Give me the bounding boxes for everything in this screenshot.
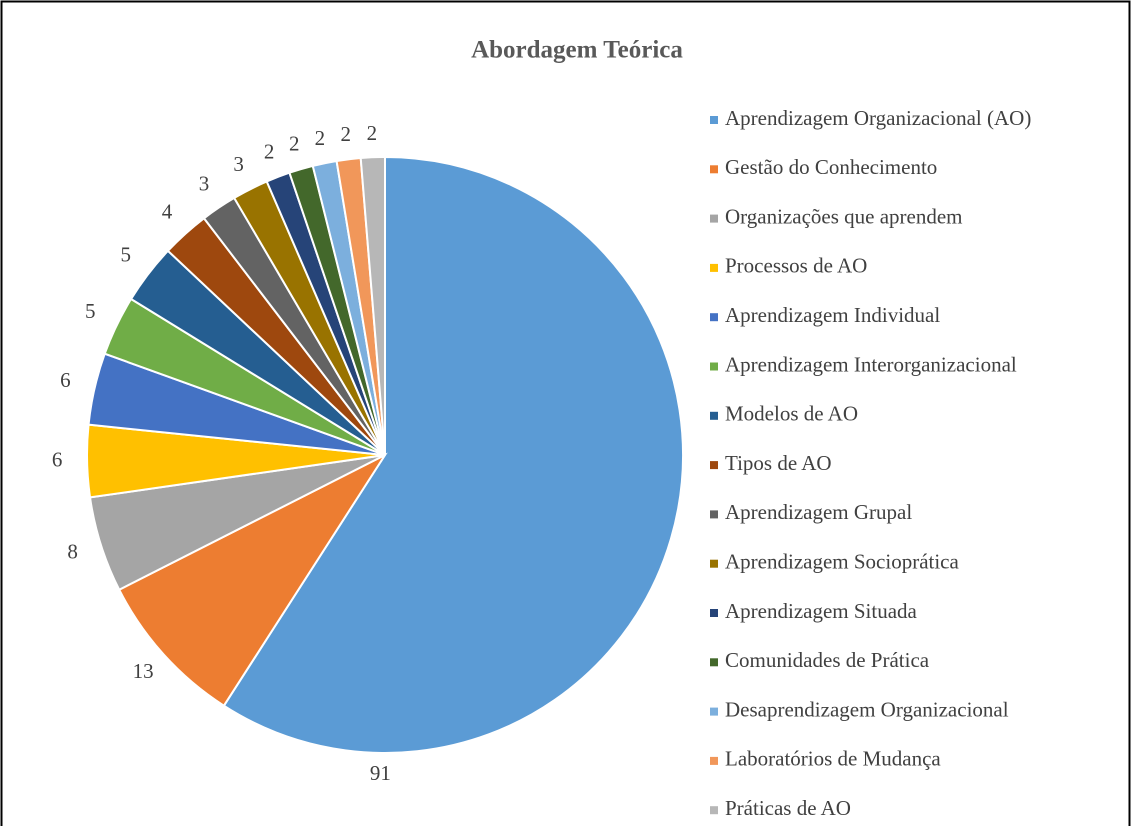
legend-marker xyxy=(710,756,718,765)
legend-marker xyxy=(710,263,718,272)
data-label: 5 xyxy=(120,243,131,267)
legend-label: Aprendizagem Grupal xyxy=(725,500,912,524)
legend-marker xyxy=(710,658,718,667)
data-label: 2 xyxy=(289,132,300,156)
pie-slice xyxy=(359,155,386,456)
pie-slice xyxy=(117,452,388,708)
legend-label: Comunidades de Prática xyxy=(725,648,930,672)
data-label: 13 xyxy=(133,659,154,683)
legend-label: Processos de AO xyxy=(725,254,867,278)
data-label: 2 xyxy=(315,126,326,150)
legend-marker xyxy=(710,609,718,617)
legend-label: Aprendizagem Socioprática xyxy=(725,550,959,574)
data-label: 3 xyxy=(233,152,244,176)
legend-label: Aprendizagem Organizacional (AO) xyxy=(725,106,1031,130)
legend-label: Gestão do Conhecimento xyxy=(725,155,937,179)
data-label: 2 xyxy=(341,122,352,146)
data-label: 4 xyxy=(162,199,173,223)
legend-label: Desaprendizagem Organizacional xyxy=(725,697,1009,721)
legend-label: Práticas de AO xyxy=(725,796,851,820)
legend-marker xyxy=(710,707,718,716)
legend-label: Organizações que aprendem xyxy=(725,204,963,228)
legend-label: Aprendizagem Situada xyxy=(725,599,918,623)
legend-label: Aprendizagem Interorganizacional xyxy=(725,352,1017,376)
data-label: 2 xyxy=(264,139,275,163)
data-label: 3 xyxy=(199,171,210,195)
legend-marker xyxy=(710,313,718,322)
legend-marker xyxy=(710,165,718,174)
legend-marker xyxy=(710,116,718,124)
data-label: 2 xyxy=(367,121,378,145)
legend-label: Tipos de AO xyxy=(725,451,832,475)
legend-label: Aprendizagem Individual xyxy=(725,303,940,327)
legend-label: Modelos de AO xyxy=(725,402,858,426)
data-label: 5 xyxy=(85,299,96,323)
legend-marker xyxy=(710,411,718,420)
legend-label: Laboratórios de Mudança xyxy=(725,747,941,771)
legend-marker xyxy=(710,806,718,815)
pie-slice xyxy=(222,155,684,754)
legend-marker xyxy=(710,510,718,519)
data-label: 8 xyxy=(67,540,78,564)
legend-marker xyxy=(710,362,718,371)
data-label: 6 xyxy=(60,368,71,392)
legend-marker xyxy=(710,461,718,470)
legend-marker xyxy=(710,214,718,223)
chart-title: Abordagem Teórica xyxy=(471,37,683,64)
legend-marker xyxy=(710,559,718,568)
data-label: 6 xyxy=(52,448,63,472)
data-label: 91 xyxy=(370,761,391,785)
